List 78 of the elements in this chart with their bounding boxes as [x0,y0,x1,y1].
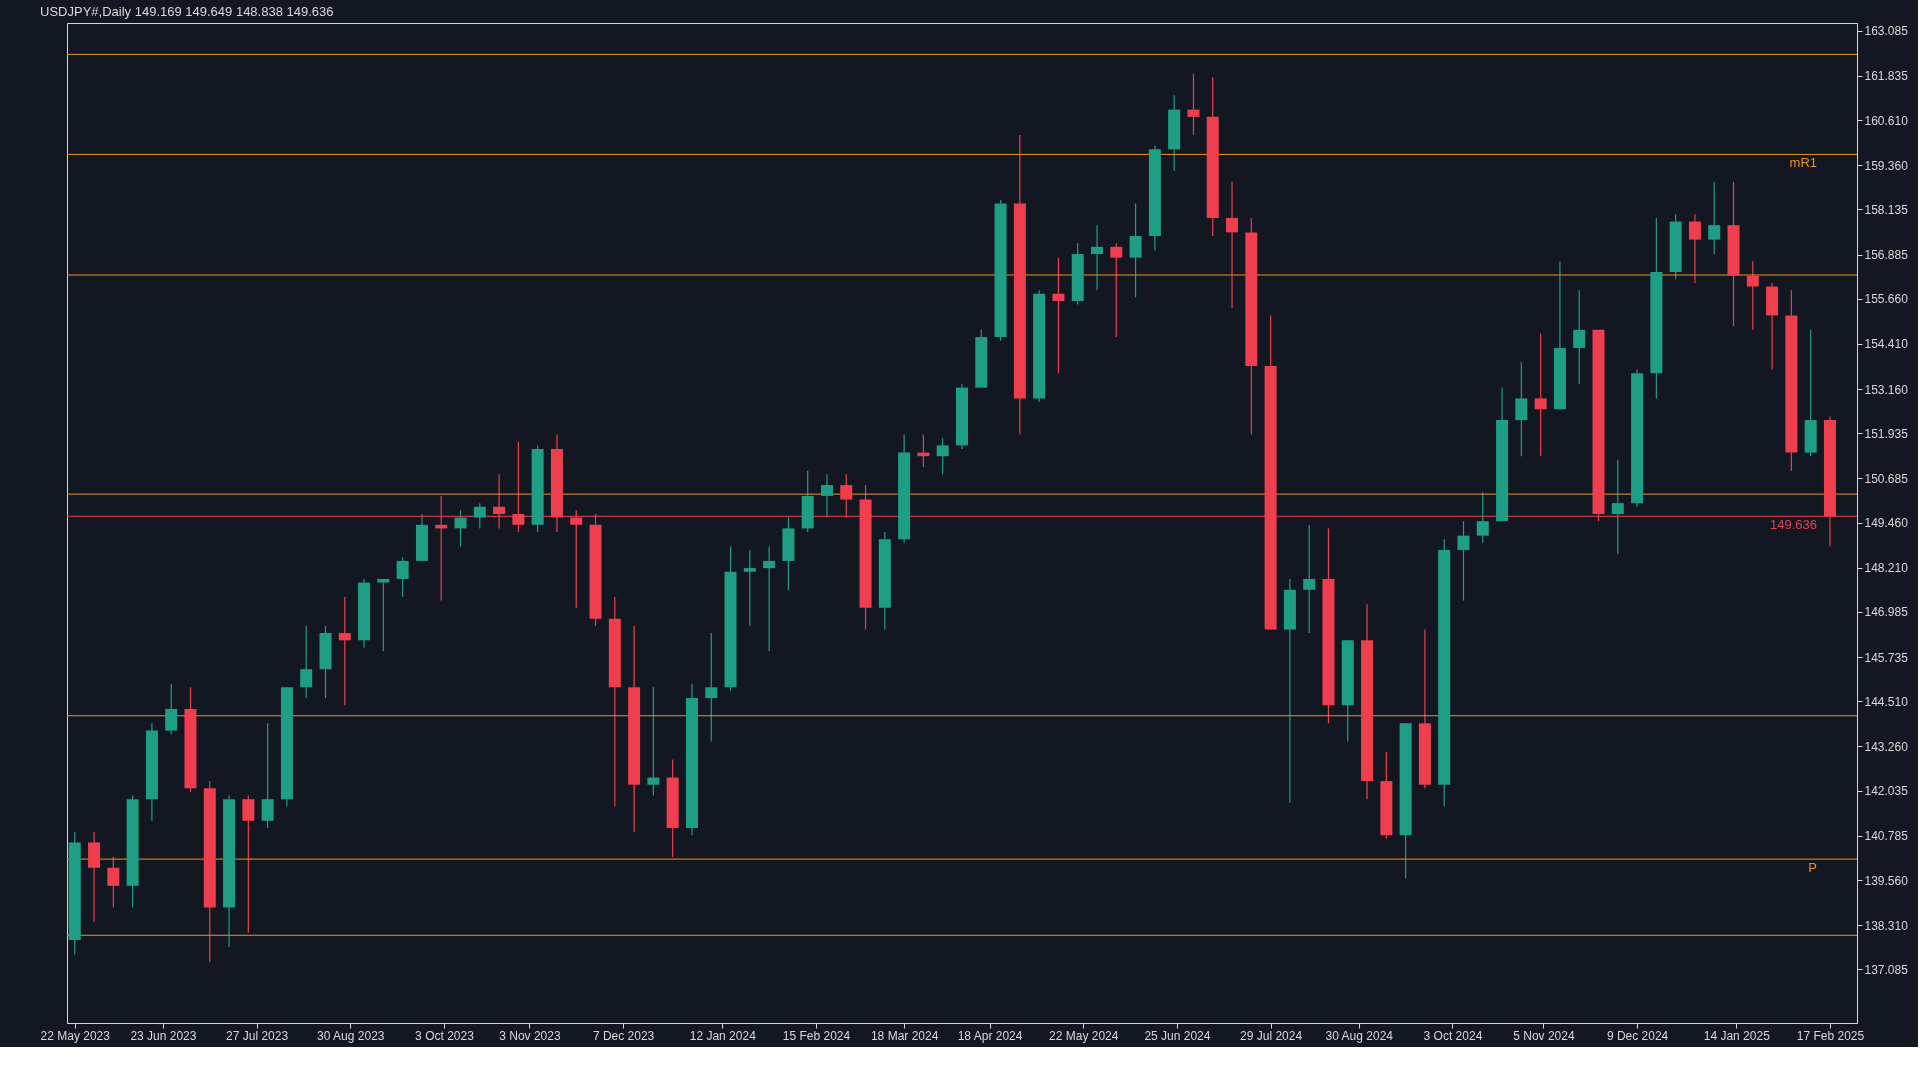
x-tick-label: 18 Apr 2024 [957,1028,1023,1043]
y-tick-label: 156.885 [1864,248,1909,263]
candlestick [743,549,756,627]
candlestick [300,625,313,699]
candlestick [763,545,776,652]
candlestick [1476,491,1489,544]
x-tick-label: 3 Oct 2023 [415,1028,475,1043]
y-tick-label: 159.360 [1864,158,1909,173]
x-tick-label: 25 Jun 2024 [1144,1028,1211,1043]
x-tick-label: 23 Jun 2023 [130,1028,197,1043]
y-tick-label: 145.735 [1864,650,1909,665]
x-tick-label: 5 Nov 2024 [1513,1028,1575,1043]
y-tick-label: 150.685 [1864,471,1909,486]
x-tick-label: 18 Mar 2024 [870,1028,939,1043]
x-tick-label: 22 May 2024 [1049,1028,1119,1043]
candlestick [1708,181,1721,255]
candlestick [1110,242,1123,338]
y-tick-label: 155.660 [1864,292,1909,307]
x-tick-label: 22 May 2023 [40,1028,111,1043]
ref-line-label: P [1808,860,1817,876]
candlestick [1515,361,1528,457]
x-tick-label: 17 Feb 2025 [1796,1028,1865,1043]
candlestick [242,794,255,934]
y-tick-label: 154.410 [1864,337,1909,352]
candlestick [396,556,409,598]
x-tick-label: 3 Nov 2023 [499,1028,561,1043]
candlestick [1091,224,1104,291]
x-tick-label: 29 Jul 2024 [1240,1028,1303,1043]
candlestick [107,856,120,909]
y-tick-label: 148.210 [1864,561,1909,576]
x-tick-label: 27 Jul 2023 [226,1028,289,1043]
y-tick-label: 163.085 [1864,24,1909,39]
candlestick [647,686,660,797]
x-tick-label: 3 Oct 2024 [1423,1028,1483,1043]
x-tick-label: 9 Dec 2024 [1606,1028,1669,1043]
y-tick-label: 149.460 [1864,516,1909,531]
candlestick [165,683,178,735]
candlestick [1187,72,1200,136]
candlestick [820,473,833,519]
x-tick-label: 30 Aug 2023 [317,1028,385,1043]
y-tick-label: 138.310 [1864,918,1909,933]
candlestick [338,596,351,706]
ref-line-label: 149.636 [1770,517,1817,533]
candlestick [1611,459,1624,555]
y-tick-label: 142.035 [1864,784,1909,799]
x-tick-label: 7 Dec 2023 [592,1028,655,1043]
y-tick-label: 160.610 [1864,113,1909,128]
x-tick-label: 12 Jan 2024 [689,1028,757,1043]
candlestick [936,437,949,475]
x-tick-label: 15 Feb 2024 [782,1028,851,1043]
candlestick [1746,260,1759,331]
candlestick [705,632,718,743]
candlestick [1052,257,1065,374]
candlestick [1688,213,1701,284]
chart-title: USDJPY#,Daily 149.169 149.649 148.838 149.636 [40,4,334,19]
candlestick [473,502,486,530]
y-tick-label: 151.935 [1864,426,1909,441]
candlestick [1303,524,1316,634]
x-tick-label: 14 Jan 2025 [1703,1028,1771,1043]
y-tick-label: 143.260 [1864,739,1909,754]
y-tick-label: 146.985 [1864,605,1909,620]
ref-line-label: mR1 [1789,155,1817,171]
y-tick-label: 153.160 [1864,382,1909,397]
candlestick [454,509,467,548]
y-tick-label: 140.785 [1864,829,1909,844]
candlestick [1129,202,1142,298]
x-tick-label: 30 Aug 2024 [1325,1028,1394,1043]
candlestick [261,722,274,829]
candlestick [1226,181,1239,309]
candlestick [1457,520,1470,602]
y-tick-label: 158.135 [1864,202,1909,217]
y-tick-label: 144.510 [1864,694,1909,709]
candlestick [1573,289,1586,385]
y-tick-label: 139.560 [1864,873,1909,888]
candlestick [1534,332,1547,457]
y-tick-label: 137.085 [1864,962,1909,977]
candlestick [377,578,390,652]
y-tick-label: 161.835 [1864,69,1909,84]
